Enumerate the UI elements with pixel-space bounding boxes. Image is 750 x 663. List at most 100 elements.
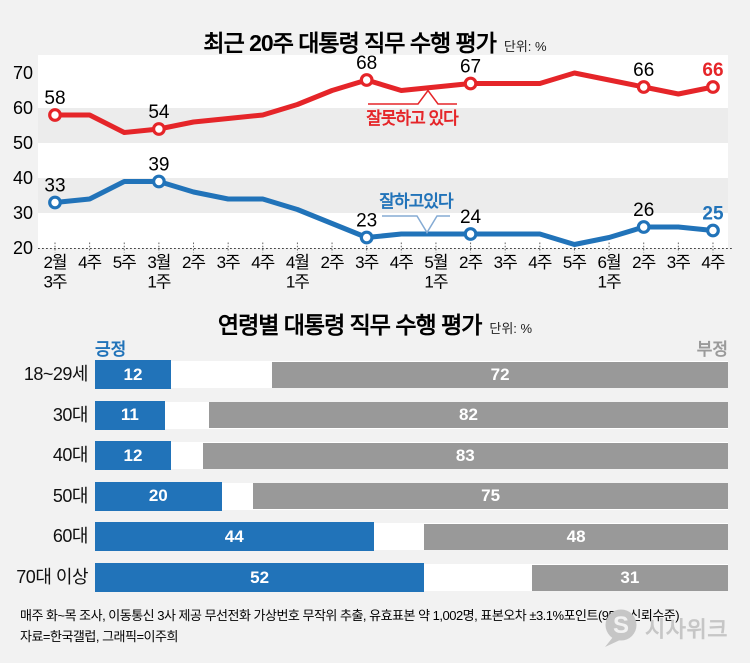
positive-bar-value: 44: [224, 526, 244, 546]
positive-bar: 52: [95, 563, 425, 592]
x-axis-tick-label: 2주: [182, 253, 205, 272]
series-callout-pointer: [382, 215, 450, 234]
y-axis-tick-label: 50: [13, 133, 33, 153]
negative-bar: 83: [202, 442, 728, 469]
x-axis-tick-label: 2주: [459, 253, 482, 272]
negative-bar-value: 48: [566, 526, 586, 546]
y-axis-tick-label: 60: [13, 98, 33, 118]
data-point-marker: [706, 80, 720, 94]
sisaweek-logo-mark-icon: S: [605, 609, 637, 647]
data-point-marker: [151, 122, 166, 136]
negative-bar: 75: [253, 483, 728, 510]
data-point-marker: [706, 223, 720, 238]
positive-bar-value: 12: [123, 445, 143, 465]
footer-source-note: 매주 화~목 조사, 이동통신 3사 제공 무선전화 가상번호 무작위 추출, …: [20, 606, 680, 647]
x-axis-tick-label: 4주: [701, 253, 724, 272]
data-point-label: 68: [356, 53, 377, 74]
data-point-label: 58: [44, 88, 65, 109]
legend-negative: 부정: [696, 340, 728, 359]
data-point-marker: [463, 227, 478, 241]
positive-bar: 11: [95, 400, 165, 430]
line-chart: 20 30 40 50 60 70 2월 3주 4주 5주 3월 1주 2주 3주 4주 4월 1주 2주 3주 4주…: [13, 53, 734, 292]
sisaweek-logo: S 시사위크: [602, 608, 728, 648]
positive-bar: 44: [95, 522, 374, 552]
positive-bar-value: 20: [148, 486, 168, 506]
line-chart-title-row: 최근 20주 대통령 직무 수행 평가 단위: %: [0, 24, 750, 58]
x-axis-tick-label: 5월 1주: [424, 253, 447, 292]
data-point-label: 66: [633, 60, 654, 81]
line-chart-unit-label: 단위: %: [503, 39, 547, 54]
series-callout-pointer: [368, 89, 457, 105]
data-point-marker: [48, 195, 62, 210]
y-axis-tick-label: 20: [13, 238, 33, 258]
data-point-label: 26: [633, 200, 654, 221]
x-axis-tick-label: 3주: [494, 253, 517, 272]
data-point-marker: [463, 76, 478, 91]
bar-chart-unit-label: 단위: %: [489, 321, 533, 336]
svg-text:S: S: [613, 612, 629, 639]
data-point-marker: [636, 220, 651, 234]
negative-bar-value: 83: [455, 445, 475, 465]
negative-bar-value: 31: [620, 567, 640, 587]
negative-bar: 31: [531, 564, 728, 591]
positive-bar: 12: [95, 360, 171, 389]
negative-bar: 82: [208, 402, 728, 429]
bar-row-category-label: 30대: [52, 404, 89, 425]
x-axis-tick-label: 3월 1주: [147, 253, 170, 292]
positive-bar: 12: [95, 441, 171, 471]
positive-bar-value: 11: [120, 405, 139, 425]
x-axis-tick-label: 2월 3주: [43, 253, 66, 292]
series-callout-label: 잘하고있다: [379, 191, 454, 211]
data-point-marker: [359, 73, 374, 87]
data-point-marker: [151, 174, 166, 189]
x-axis-tick-label: 3주: [217, 253, 240, 272]
data-point-label: 24: [460, 207, 482, 228]
bar-row-category-label: 40대: [52, 445, 89, 466]
data-point-label: 25: [702, 204, 724, 225]
data-point-marker: [48, 108, 62, 122]
negative-bar-value: 82: [459, 405, 478, 425]
series-callout-label: 잘못하고 있다: [366, 108, 459, 128]
legend-positive: 긍정: [95, 340, 127, 359]
x-axis-tick-label: 2주: [320, 253, 343, 272]
x-axis-tick-label: 3주: [355, 253, 378, 272]
footer-line-2: 자료=한국갤럽, 그래픽=이주희: [20, 628, 178, 644]
data-point-label: 66: [702, 60, 723, 81]
x-axis-tick-label: 4주: [251, 253, 274, 272]
bar-chart-title-row: 연령별 대통령 직무 수행 평가 단위: %: [0, 306, 750, 340]
y-axis-tick-label: 40: [13, 168, 33, 188]
x-axis-tick-label: 5주: [563, 253, 586, 272]
data-point-label: 39: [148, 155, 169, 176]
data-point-label: 33: [44, 176, 65, 197]
x-axis-tick-label: 5주: [113, 253, 136, 272]
bar-row-category-label: 70대 이상: [16, 567, 88, 587]
x-axis-tick-label: 2주: [632, 253, 655, 272]
data-point-label: 23: [356, 211, 377, 232]
data-point-marker: [636, 80, 651, 94]
x-axis-tick-label: 4월 1주: [286, 253, 309, 292]
sisaweek-logo-text: 시사위크: [645, 617, 728, 642]
data-point-label: 67: [460, 57, 481, 78]
x-axis-tick-label: 4주: [528, 253, 551, 272]
bar-row-category-label: 50대: [52, 485, 89, 506]
x-axis-tick-label: 3주: [667, 253, 690, 272]
positive-bar-value: 12: [123, 364, 143, 384]
y-axis-tick-label: 70: [13, 63, 33, 83]
negative-bar: 48: [424, 523, 728, 550]
negative-bar-value: 72: [490, 364, 510, 384]
bar-chart-title: 연령별 대통령 직무 수행 평가: [217, 312, 482, 338]
data-point-label: 54: [148, 102, 170, 123]
bar-row-category-label: 60대: [52, 526, 89, 547]
y-axis-tick-label: 30: [13, 203, 33, 223]
x-axis-tick-label: 4주: [78, 253, 101, 272]
negative-bar-value: 75: [481, 486, 501, 506]
negative-bar: 72: [272, 361, 728, 388]
x-axis-tick-label: 6월 1주: [598, 253, 621, 292]
line-chart-title: 최근 20주 대통령 직무 수행 평가: [203, 30, 496, 56]
positive-bar: 20: [95, 481, 222, 511]
positive-bar-value: 52: [250, 567, 270, 587]
x-axis-tick-label: 4주: [390, 253, 413, 272]
footer-line-1: 매주 화~목 조사, 이동통신 3사 제공 무선전화 가상번호 무작위 추출, …: [20, 608, 680, 623]
data-point-marker: [359, 230, 374, 245]
